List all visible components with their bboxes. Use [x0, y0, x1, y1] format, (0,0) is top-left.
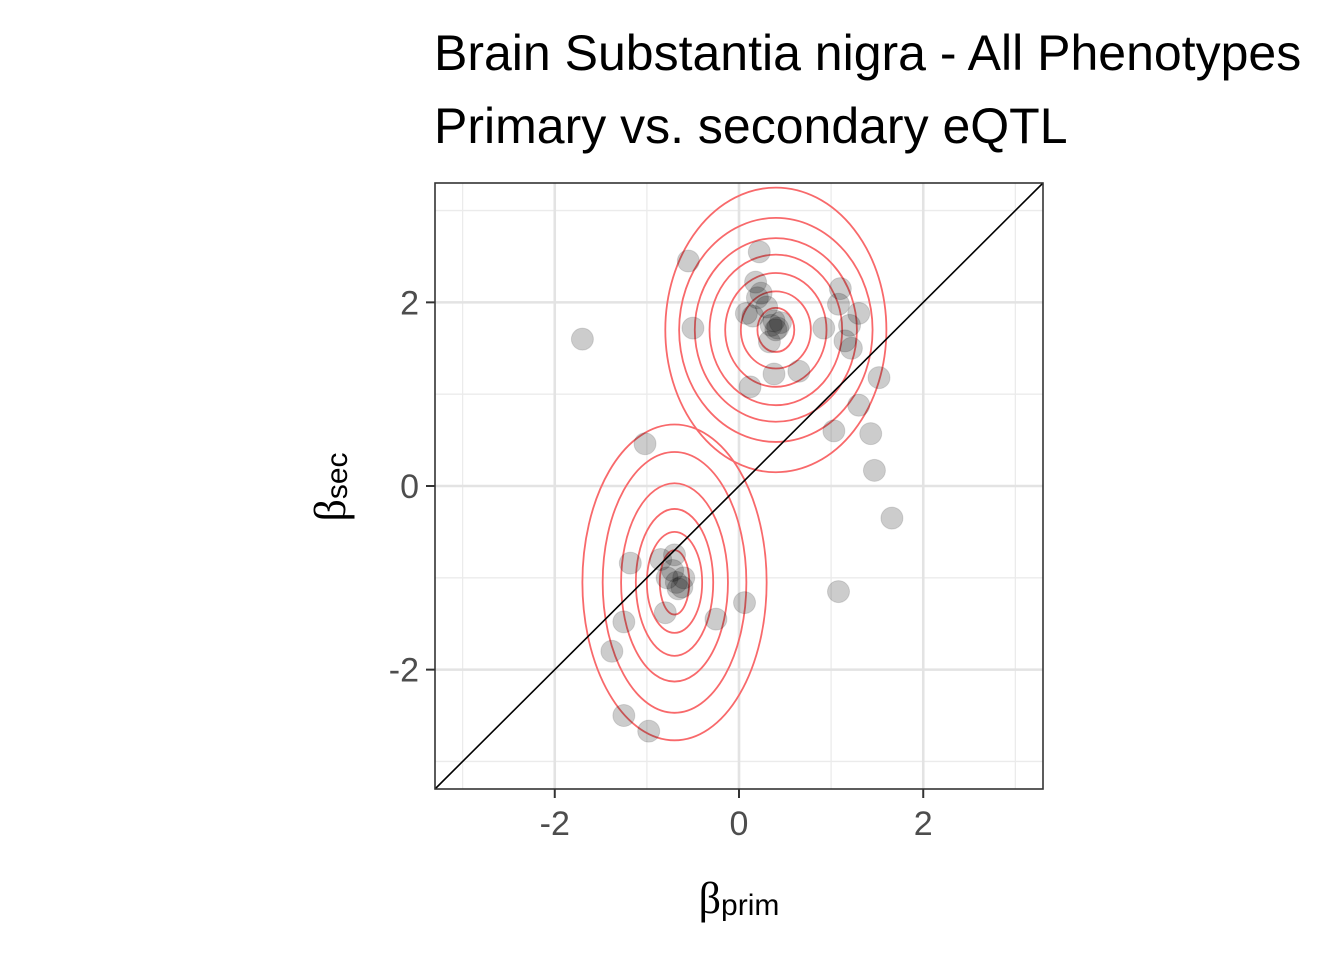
contour-0-1	[739, 290, 812, 370]
data-point	[655, 566, 679, 590]
data-point	[612, 704, 636, 728]
data-point	[862, 458, 886, 482]
data-point	[749, 281, 773, 305]
data-point	[755, 295, 779, 319]
data-points	[570, 240, 904, 743]
x-tick-label: 2	[914, 805, 933, 843]
data-point	[633, 432, 657, 456]
y-tick-label: -2	[389, 652, 419, 690]
contour-1-4	[601, 451, 748, 714]
data-point	[762, 309, 786, 333]
data-point	[661, 558, 685, 582]
data-point	[666, 577, 690, 601]
contour-1-5	[581, 423, 768, 742]
data-point	[663, 543, 687, 567]
data-point	[766, 316, 790, 340]
contour-0-6	[664, 186, 888, 474]
data-point	[759, 313, 783, 337]
y-axis-symbol: β	[306, 499, 355, 521]
chart-subtitle: Primary vs. secondary eQTL	[434, 98, 1068, 154]
data-point	[812, 316, 836, 340]
y-axis-subscript: sec	[321, 452, 354, 499]
data-point	[867, 366, 891, 390]
data-point	[768, 311, 792, 335]
data-point	[637, 719, 661, 743]
data-point	[741, 304, 765, 328]
data-point	[738, 375, 762, 399]
data-point	[600, 639, 624, 663]
chart-title: Brain Substantia nigra - All Phenotypes	[434, 25, 1301, 81]
contour-0-0	[756, 306, 796, 353]
contour-0-2	[724, 272, 828, 388]
data-point	[744, 270, 768, 294]
data-point	[833, 329, 857, 353]
data-point	[757, 330, 781, 354]
data-point	[704, 607, 728, 631]
data-point	[734, 301, 758, 325]
data-point	[847, 393, 871, 417]
x-tick-label: -2	[540, 805, 570, 843]
contour-1-2	[634, 508, 715, 657]
data-point	[570, 327, 594, 351]
data-point	[618, 551, 642, 575]
identity-line	[434, 182, 1044, 790]
data-point	[649, 547, 673, 571]
contour-0-3	[708, 253, 844, 407]
data-point	[664, 570, 688, 594]
data-point	[745, 286, 769, 310]
data-point	[681, 316, 705, 340]
data-point	[859, 422, 883, 446]
data-point	[787, 359, 811, 383]
data-point	[822, 419, 846, 443]
data-point	[612, 610, 636, 634]
plot-panel	[434, 182, 1044, 790]
data-point	[826, 580, 850, 604]
data-point	[672, 566, 696, 590]
data-point	[747, 240, 771, 264]
data-point	[733, 591, 757, 615]
contour-1-1	[645, 531, 704, 634]
y-tick-label: 2	[400, 284, 419, 322]
x-tick-label: 0	[730, 805, 749, 843]
data-point	[676, 249, 700, 273]
data-point	[880, 506, 904, 530]
data-point	[838, 313, 862, 337]
contour-0-4	[693, 237, 858, 423]
contour-0-5	[678, 216, 874, 443]
data-point	[839, 336, 863, 360]
data-point	[762, 362, 786, 386]
contour-1-3	[620, 482, 729, 683]
data-point	[847, 301, 871, 325]
y-axis: -2 0 2	[389, 284, 435, 690]
data-point	[764, 318, 788, 342]
y-tick-label: 0	[400, 468, 419, 506]
data-point	[826, 292, 850, 316]
x-axis-symbol: β	[699, 874, 721, 923]
data-point	[670, 575, 694, 599]
x-axis: -2 0 2	[540, 789, 933, 843]
data-point	[828, 277, 852, 301]
y-axis-title: βsec	[306, 452, 355, 521]
density-contours	[581, 186, 888, 742]
x-axis-title: βprim	[699, 874, 780, 923]
data-point	[653, 601, 677, 625]
x-axis-subscript: prim	[721, 889, 779, 922]
